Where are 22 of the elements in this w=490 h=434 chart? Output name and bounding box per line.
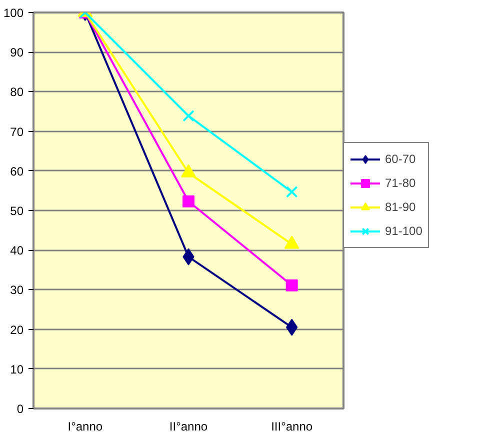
x-tick-label: I°anno — [68, 420, 103, 434]
y-tick-label: 90 — [10, 46, 24, 60]
y-tick-label: 0 — [16, 402, 24, 416]
legend-label: 71-80 — [385, 176, 416, 190]
y-tick-label: 10 — [10, 362, 24, 376]
point — [182, 110, 194, 122]
y-tick-label: 80 — [10, 85, 24, 100]
x-tick-label: II°anno — [169, 420, 208, 434]
point — [286, 279, 298, 292]
y-tick-label: 20 — [10, 322, 24, 337]
y-tick-label: 30 — [10, 283, 24, 298]
y-tick-label: 60 — [10, 164, 24, 178]
y-tick-label: 70 — [10, 124, 24, 139]
x-tick-label: III°anno — [271, 420, 313, 434]
legend-label: 60-70 — [385, 152, 416, 166]
point — [182, 195, 194, 208]
y-tick-label: 40 — [10, 244, 24, 258]
y-tick-label: 100 — [3, 6, 24, 20]
legend-label: 81-90 — [385, 200, 416, 214]
legend-label: 91-100 — [385, 224, 422, 238]
point — [286, 186, 298, 198]
y-tick-label: 50 — [10, 204, 24, 218]
